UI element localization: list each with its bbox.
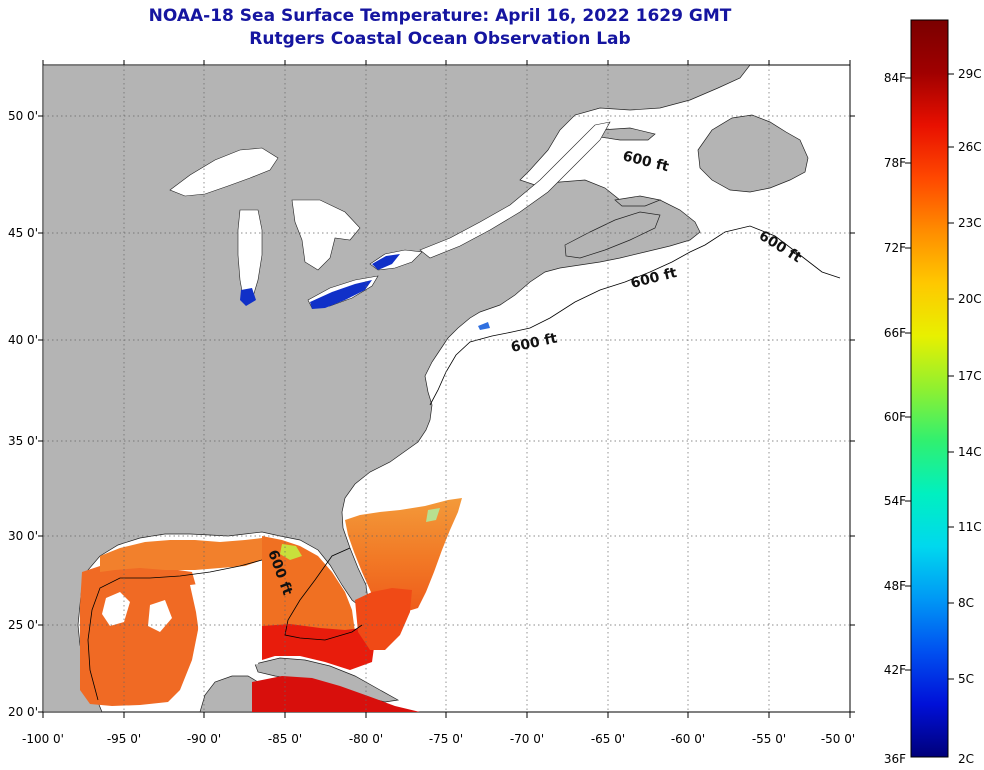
colorbar-celsius-labels: 29C 26C 23C 20C 17C 14C 11C 8C 5C 2C — [958, 67, 982, 766]
isobath-600ft — [429, 225, 841, 406]
colorbar-c-label: 8C — [958, 596, 974, 610]
colorbar-c-label: 5C — [958, 672, 974, 686]
colorbar-c-label: 11C — [958, 520, 982, 534]
lat-label: 35 0' — [8, 434, 38, 448]
lat-label: 45 0' — [8, 226, 38, 240]
lake-michigan-sst — [240, 288, 256, 306]
lon-label: -55 0' — [752, 732, 786, 746]
colorbar-f-label: 78F — [884, 156, 906, 170]
lon-label: -70 0' — [510, 732, 544, 746]
colorbar-c-label: 29C — [958, 67, 982, 81]
cloud-gap-1 — [102, 592, 130, 626]
colorbar-f-label: 48F — [884, 579, 906, 593]
latitude-labels: 20 0' 25 0' 30 0' 35 0' 40 0' 45 0' 50 0… — [8, 109, 38, 719]
sst-gulf-coast — [100, 538, 262, 572]
map-title: NOAA-18 Sea Surface Temperature: April 1… — [148, 6, 732, 26]
lat-label: 50 0' — [8, 109, 38, 123]
colorbar-c-label: 17C — [958, 369, 982, 383]
colorbar-c-label: 26C — [958, 140, 982, 154]
sst-cool-shelf — [280, 544, 302, 560]
lat-label: 25 0' — [8, 618, 38, 632]
colorbar — [910, 19, 949, 758]
colorbar-ticks — [905, 73, 954, 680]
longitude-labels: -100 0' -95 0' -90 0' -85 0' -80 0' -75 … — [22, 732, 855, 746]
colorbar-f-label: 72F — [884, 241, 906, 255]
lake-huron — [291, 199, 361, 271]
isobath-600ft-gulf — [284, 547, 363, 641]
lon-label: -60 0' — [671, 732, 705, 746]
lon-label: -95 0' — [107, 732, 141, 746]
colorbar-c-label: 20C — [958, 292, 982, 306]
lat-label: 30 0' — [8, 529, 38, 543]
lake-ontario-sst — [372, 254, 400, 270]
colorbar-c-label: 23C — [958, 216, 982, 230]
graticule — [38, 60, 855, 718]
sst-bahamas — [355, 588, 412, 650]
sst-florida-straits — [262, 624, 375, 670]
cloud-gap-3 — [190, 582, 262, 668]
map-subtitle: Rutgers Coastal Ocean Observation Lab — [249, 29, 631, 49]
lon-label: -85 0' — [268, 732, 302, 746]
lon-label: -100 0' — [22, 732, 64, 746]
land-nova-scotia — [564, 211, 661, 259]
land-pei — [614, 195, 662, 207]
sst-caribbean — [252, 676, 420, 712]
land-newfoundland — [697, 114, 809, 193]
cloud-gap-2 — [148, 600, 172, 632]
lon-label: -75 0' — [429, 732, 463, 746]
sst-atlantic-florida — [345, 498, 462, 615]
lon-label: -90 0' — [187, 732, 221, 746]
coastal-sst-nj — [478, 322, 490, 330]
colorbar-f-label: 36F — [884, 752, 906, 766]
colorbar-f-label: 66F — [884, 326, 906, 340]
lake-erie-sst — [310, 280, 372, 309]
lat-label: 40 0' — [8, 333, 38, 347]
lon-label: -65 0' — [591, 732, 625, 746]
colorbar-f-label: 42F — [884, 663, 906, 677]
lake-superior — [169, 147, 279, 197]
colorbar-f-label: 60F — [884, 410, 906, 424]
sst-western-gulf — [80, 565, 200, 706]
lon-label: -50 0' — [821, 732, 855, 746]
lon-label: -80 0' — [349, 732, 383, 746]
colorbar-c-label: 14C — [958, 445, 982, 459]
isobath-600ft-west — [87, 559, 263, 701]
lat-label: 20 0' — [8, 705, 38, 719]
colorbar-fahrenheit-labels: 84F 78F 72F 66F 60F 54F 48F 42F 36F — [884, 71, 906, 766]
colorbar-c-label: 2C — [958, 752, 974, 766]
st-lawrence — [419, 121, 611, 259]
sst-cool-shelf-2 — [426, 508, 440, 522]
colorbar-f-label: 54F — [884, 494, 906, 508]
colorbar-f-label: 84F — [884, 71, 906, 85]
